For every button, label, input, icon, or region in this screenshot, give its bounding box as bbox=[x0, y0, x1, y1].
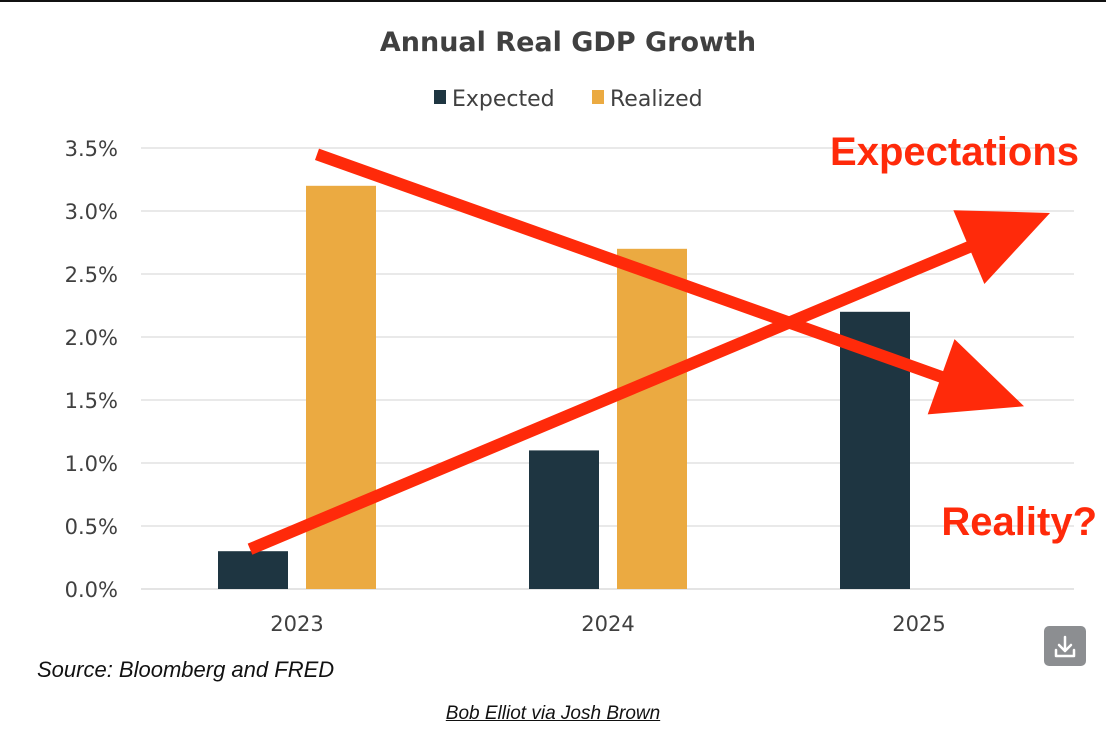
download-icon bbox=[1054, 635, 1076, 658]
download-button[interactable] bbox=[1044, 626, 1086, 666]
rising-arrow-shaft bbox=[247, 240, 975, 555]
x-tick-label: 2025 bbox=[892, 612, 945, 636]
top-border bbox=[0, 0, 1106, 2]
bar-expected-2024 bbox=[529, 450, 599, 589]
y-tick-label: 3.5% bbox=[65, 137, 118, 161]
bar-expected-2023 bbox=[218, 551, 288, 589]
falling-arrow-head bbox=[927, 339, 1024, 415]
x-tick-label: 2023 bbox=[270, 612, 323, 636]
y-tick-label: 0.0% bbox=[65, 578, 118, 602]
x-tick-label: 2024 bbox=[581, 612, 634, 636]
y-axis: 0.0% 0.5% 1.0% 1.5% 2.0% 2.5% 3.0% 3.5% bbox=[65, 137, 118, 602]
chart-title: Annual Real GDP Growth bbox=[380, 27, 756, 58]
legend: Expected Realized bbox=[434, 87, 703, 112]
annotation-arrows bbox=[247, 148, 1050, 555]
reality-annotation: Reality? bbox=[941, 500, 1097, 544]
rising-arrow bbox=[247, 210, 1050, 555]
legend-label-realized: Realized bbox=[610, 87, 703, 112]
y-tick-label: 1.5% bbox=[65, 389, 118, 413]
bars bbox=[218, 185, 910, 590]
bar-realized-2024 bbox=[617, 248, 687, 590]
y-tick-label: 2.0% bbox=[65, 326, 118, 350]
y-tick-label: 0.5% bbox=[65, 515, 118, 539]
y-tick-label: 2.5% bbox=[65, 263, 118, 287]
rising-arrow-head bbox=[953, 210, 1050, 284]
expectations-annotation: Expectations bbox=[830, 130, 1079, 174]
legend-swatch-expected bbox=[434, 90, 446, 104]
source-note: Source: Bloomberg and FRED bbox=[37, 657, 335, 682]
legend-label-expected: Expected bbox=[452, 87, 555, 112]
falling-arrow bbox=[314, 148, 1024, 415]
x-axis: 2023 2024 2025 bbox=[270, 612, 945, 636]
credit-link[interactable]: Bob Elliot via Josh Brown bbox=[445, 703, 661, 724]
bar-realized-2023 bbox=[306, 185, 376, 590]
falling-arrow-shaft bbox=[314, 148, 947, 384]
bar-chart: Annual Real GDP Growth Expected Realized … bbox=[65, 27, 1097, 636]
y-tick-label: 3.0% bbox=[65, 200, 118, 224]
y-tick-label: 1.0% bbox=[65, 452, 118, 476]
legend-swatch-realized bbox=[592, 90, 604, 104]
